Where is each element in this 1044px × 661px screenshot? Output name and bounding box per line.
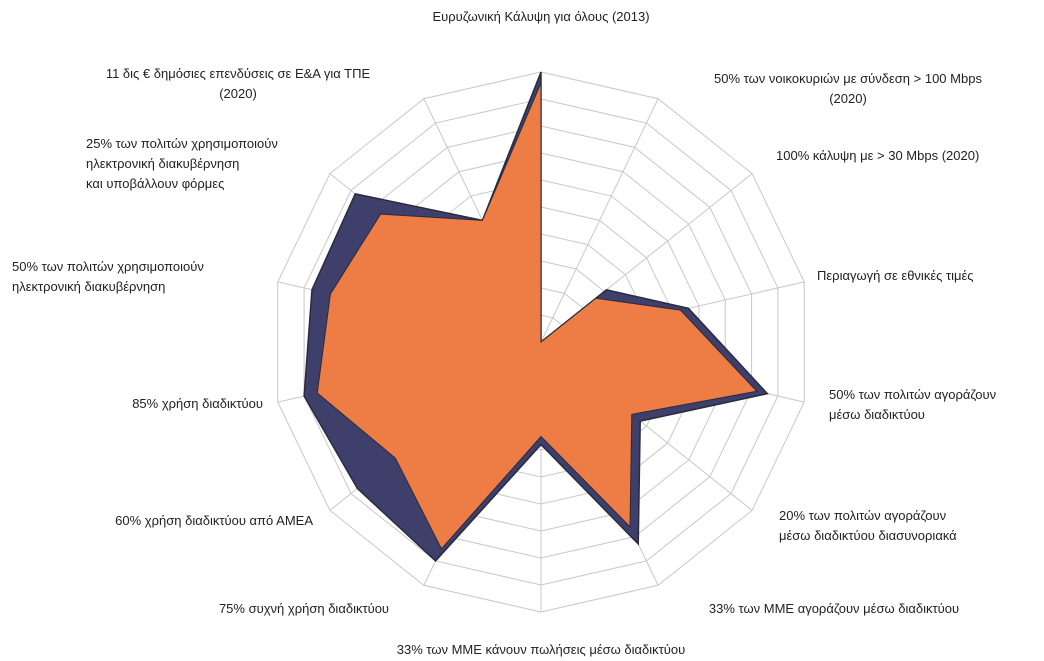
axis-label: 33% των ΜΜΕ κάνουν πωλήσεις μέσω διαδικτ… (397, 642, 686, 657)
axis-label: 33% των ΜΜΕ αγοράζουν μέσω διαδικτύου (709, 601, 959, 616)
axis-label: 50% των πολιτών αγοράζουν μέσω διαδικτύου (829, 387, 996, 422)
axis-label: Περιαγωγή σε εθνικές τιμές (817, 268, 974, 283)
series-area (316, 82, 758, 550)
axis-label: 100% κάλυψη με > 30 Mbps (2020) (776, 148, 979, 163)
axis-label: 20% των πολιτών αγοράζουν μέσω διαδικτύου… (779, 508, 957, 543)
axis-label: 50% των νοικοκυριών με σύνδεση > 100 Mbp… (714, 71, 982, 106)
axis-label: 25% των πολιτών χρησιμοποιούν ηλεκτρονική… (86, 136, 278, 191)
axis-label: 11 δις € δημόσιες επενδύσεις σε Ε&Α για … (106, 66, 371, 101)
axis-label: 60% χρήση διαδικτύου από ΑΜΕΑ (115, 513, 313, 528)
axis-label: 75% συχνή χρήση διαδικτύου (219, 601, 389, 616)
spoke (540, 98, 659, 343)
axis-label: 85% χρήση διαδικτύου (132, 396, 263, 411)
axis-label: 50% των πολιτών χρησιμοποιούν ηλεκτρονική… (12, 259, 204, 294)
axis-label: Ευρυζωνική Κάλυψη για όλους (2013) (432, 9, 649, 24)
